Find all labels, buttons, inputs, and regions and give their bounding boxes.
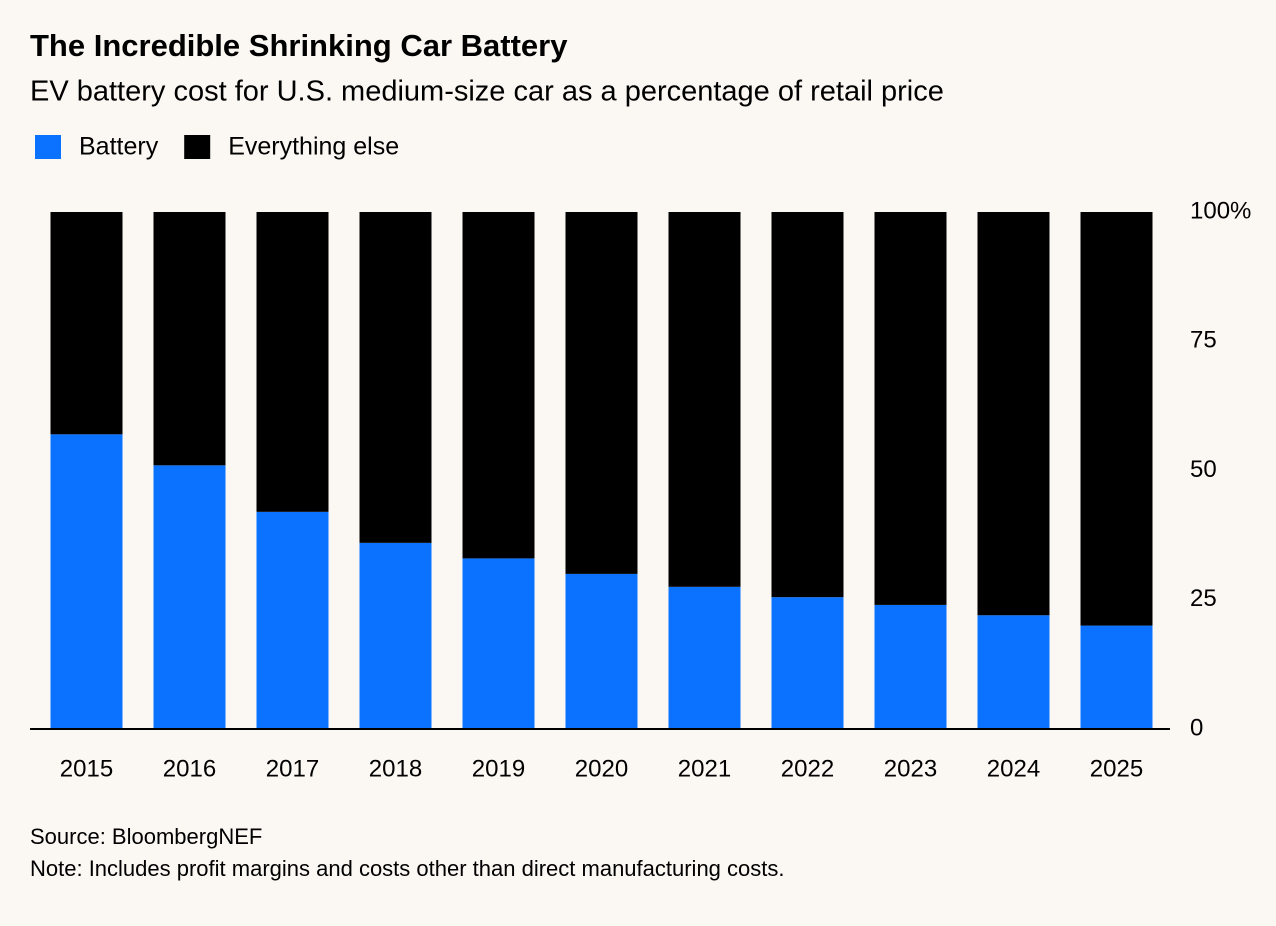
bar-segment xyxy=(153,465,226,729)
bar-segment xyxy=(1080,625,1153,729)
x-tick-label: 2018 xyxy=(369,755,422,782)
bar-segment xyxy=(565,212,638,574)
bar-segment xyxy=(256,511,329,729)
x-tick-label: 2015 xyxy=(60,755,113,782)
x-tick-label: 2017 xyxy=(266,755,319,782)
bar-segment xyxy=(153,212,226,466)
bar-segment xyxy=(462,558,535,729)
legend-swatch xyxy=(35,135,61,159)
y-tick-label: 25 xyxy=(1190,585,1217,612)
bar-segment xyxy=(668,212,741,587)
bar-segment xyxy=(359,212,432,543)
bar-segment xyxy=(1080,212,1153,626)
legend-label: Everything else xyxy=(228,133,399,161)
bar-segment xyxy=(668,586,741,729)
chart-subtitle: EV battery cost for U.S. medium-size car… xyxy=(30,76,944,108)
bar-segment xyxy=(977,212,1050,616)
x-tick-label: 2024 xyxy=(987,755,1040,782)
bar-segment xyxy=(874,212,947,605)
bar-segment xyxy=(50,434,123,729)
y-tick-label: 100% xyxy=(1190,197,1251,224)
x-tick-label: 2022 xyxy=(781,755,834,782)
x-tick-label: 2019 xyxy=(472,755,525,782)
y-tick-label: 0 xyxy=(1190,714,1203,741)
bar-segment xyxy=(256,212,329,512)
bar-segment xyxy=(50,212,123,435)
y-tick-label: 50 xyxy=(1190,456,1217,483)
x-tick-label: 2023 xyxy=(884,755,937,782)
bar-segment xyxy=(874,604,947,729)
bar-segment xyxy=(462,212,535,559)
x-tick-label: 2016 xyxy=(163,755,216,782)
legend-swatch xyxy=(184,135,211,159)
y-tick-label: 75 xyxy=(1190,327,1217,354)
x-tick-label: 2025 xyxy=(1090,755,1143,782)
source: Source: BloombergNEF xyxy=(30,824,262,849)
bar-segment xyxy=(977,615,1050,729)
bar-segment xyxy=(771,597,844,729)
x-tick-label: 2021 xyxy=(678,755,731,782)
bar-segment xyxy=(359,542,432,729)
x-tick-label: 2020 xyxy=(575,755,628,782)
note: Note: Includes profit margins and costs … xyxy=(30,856,785,881)
bar-segment xyxy=(565,573,638,729)
chart-title: The Incredible Shrinking Car Battery xyxy=(30,28,568,63)
legend-label: Battery xyxy=(79,133,159,161)
bar-segment xyxy=(771,212,844,598)
